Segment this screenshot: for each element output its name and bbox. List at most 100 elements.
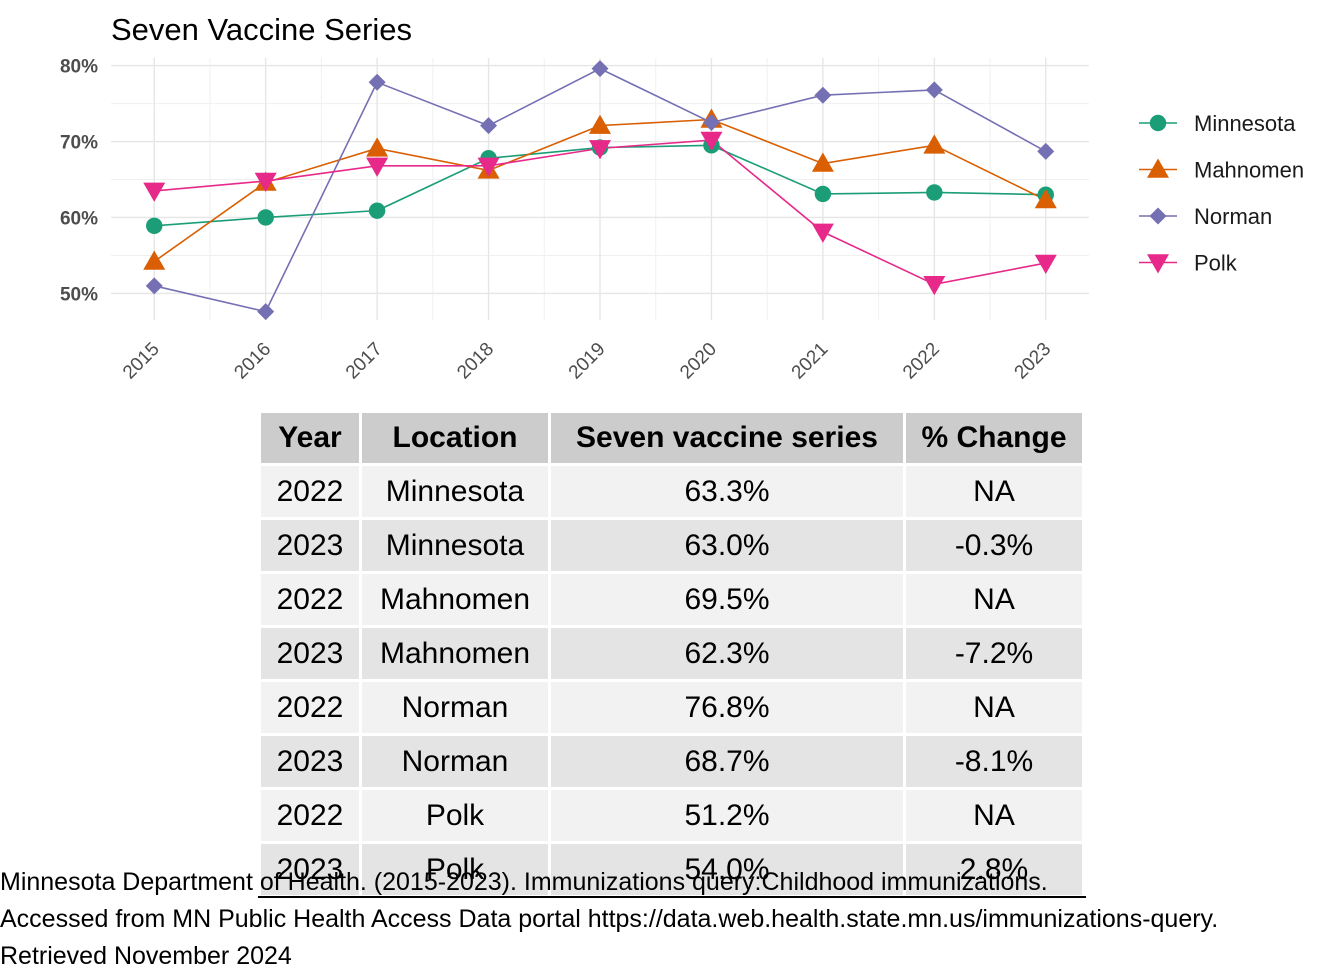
data-point <box>589 140 611 160</box>
table-row: 2022 Norman 76.8% NA <box>261 682 1082 733</box>
cell-year: 2022 <box>261 466 359 517</box>
legend-label: Minnesota <box>1194 111 1296 136</box>
data-point <box>143 182 166 202</box>
cell-location: Polk <box>362 790 548 841</box>
cell-change: -7.2% <box>906 628 1082 679</box>
legend-label: Norman <box>1194 204 1272 229</box>
legend: Minnesota Mahnomen Norman Polk <box>1139 111 1304 276</box>
table-row: 2023 Minnesota 63.0% -0.3% <box>261 520 1082 571</box>
data-point <box>477 157 500 177</box>
x-tick-label: 2018 <box>453 339 498 384</box>
table-row: 2023 Polk 54.0% 2.8% <box>261 844 1082 895</box>
table-row: 2022 Polk 51.2% NA <box>261 790 1082 841</box>
data-point <box>1037 142 1055 160</box>
header-year: Year <box>261 413 359 463</box>
data-point <box>925 81 943 99</box>
cell-location: Norman <box>362 736 548 787</box>
y-axis-ticks: 50% 60% 70% 80% <box>60 57 98 306</box>
cell-year: 2023 <box>261 844 359 895</box>
x-tick-label: 2023 <box>1011 339 1056 384</box>
x-tick-label: 2021 <box>788 339 833 384</box>
source-line-2: Accessed from MN Public Health Access Da… <box>0 905 1219 933</box>
cell-location: Polk <box>362 844 548 895</box>
cell-year: 2023 <box>261 520 359 571</box>
data-point <box>923 134 946 154</box>
table-row: 2023 Mahnomen 62.3% -7.2% <box>261 628 1082 679</box>
x-tick-label: 2017 <box>342 339 387 384</box>
cell-location: Mahnomen <box>362 628 548 679</box>
data-point <box>366 157 389 177</box>
cell-year: 2022 <box>261 574 359 625</box>
y-tick-label: 60% <box>60 208 98 229</box>
cell-value: 63.3% <box>551 466 903 517</box>
cell-year: 2023 <box>261 628 359 679</box>
y-tick-label: 50% <box>60 284 98 305</box>
data-point <box>366 137 389 157</box>
data-point <box>146 217 163 235</box>
data-point <box>480 117 498 135</box>
header-location: Location <box>362 413 548 463</box>
legend-label: Polk <box>1194 251 1238 276</box>
cell-year: 2022 <box>261 790 359 841</box>
chart-title: Seven Vaccine Series <box>111 12 412 47</box>
cell-location: Minnesota <box>362 466 548 517</box>
data-point <box>368 202 386 219</box>
cell-value: 76.8% <box>551 682 903 733</box>
x-tick-label: 2019 <box>565 339 610 384</box>
data-point <box>591 60 609 78</box>
cell-value: 69.5% <box>551 574 903 625</box>
data-point <box>1034 254 1057 275</box>
cell-location: Minnesota <box>362 520 548 571</box>
x-tick-label: 2020 <box>676 339 721 384</box>
cell-year: 2022 <box>261 682 359 733</box>
cell-value: 68.7% <box>551 736 903 787</box>
data-point <box>143 250 166 270</box>
data-point <box>1034 189 1057 209</box>
cell-value: 62.3% <box>551 628 903 679</box>
x-tick-label: 2015 <box>119 339 164 384</box>
series-markers <box>143 60 1057 321</box>
table-bottom-rule <box>258 896 1086 898</box>
data-point <box>589 114 611 134</box>
table-row: 2023 Norman 68.7% -8.1% <box>261 736 1082 787</box>
table-header-row: Year Location Seven vaccine series % Cha… <box>261 413 1082 463</box>
cell-change: 2.8% <box>906 844 1082 895</box>
cell-change: NA <box>906 574 1082 625</box>
legend-key-marker <box>1149 207 1167 225</box>
header-percent-change: % Change <box>906 413 1082 463</box>
data-table: Year Location Seven vaccine series % Cha… <box>258 410 1085 898</box>
source-note: Minnesota Department of Health. (2015-20… <box>0 864 1344 975</box>
data-point <box>702 114 720 132</box>
cell-change: NA <box>906 466 1082 517</box>
legend-key-marker <box>1147 254 1169 274</box>
data-point <box>368 73 386 91</box>
cell-year: 2023 <box>261 736 359 787</box>
table-row: 2022 Mahnomen 69.5% NA <box>261 574 1082 625</box>
cell-change: -8.1% <box>906 736 1082 787</box>
cell-change: NA <box>906 682 1082 733</box>
data-point <box>811 152 834 172</box>
table-row: 2022 Minnesota 63.3% NA <box>261 466 1082 517</box>
x-tick-label: 2016 <box>230 339 275 384</box>
data-point <box>923 276 946 296</box>
data-point <box>257 303 275 321</box>
data-point <box>811 223 834 243</box>
source-line-3: Retrieved November 2024 <box>0 942 292 970</box>
y-tick-label: 80% <box>60 57 98 78</box>
header-seven-vaccine-series: Seven vaccine series <box>551 413 903 463</box>
x-tick-label: 2022 <box>899 339 944 384</box>
cell-location: Mahnomen <box>362 574 548 625</box>
legend-key-marker <box>1147 158 1169 178</box>
data-point <box>814 86 832 104</box>
data-point <box>254 172 277 193</box>
cell-value: 51.2% <box>551 790 903 841</box>
data-point <box>257 209 274 226</box>
source-line-1: Minnesota Department of Health. (2015-20… <box>0 868 1048 896</box>
cell-location: Norman <box>362 682 548 733</box>
x-axis-ticks: 2015 2016 2017 2018 2019 2020 2021 2022 2023 <box>119 339 1055 384</box>
data-point <box>926 184 943 201</box>
cell-value: 63.0% <box>551 520 903 571</box>
data-point <box>700 131 723 152</box>
y-tick-label: 70% <box>60 133 98 154</box>
data-point <box>814 185 832 203</box>
